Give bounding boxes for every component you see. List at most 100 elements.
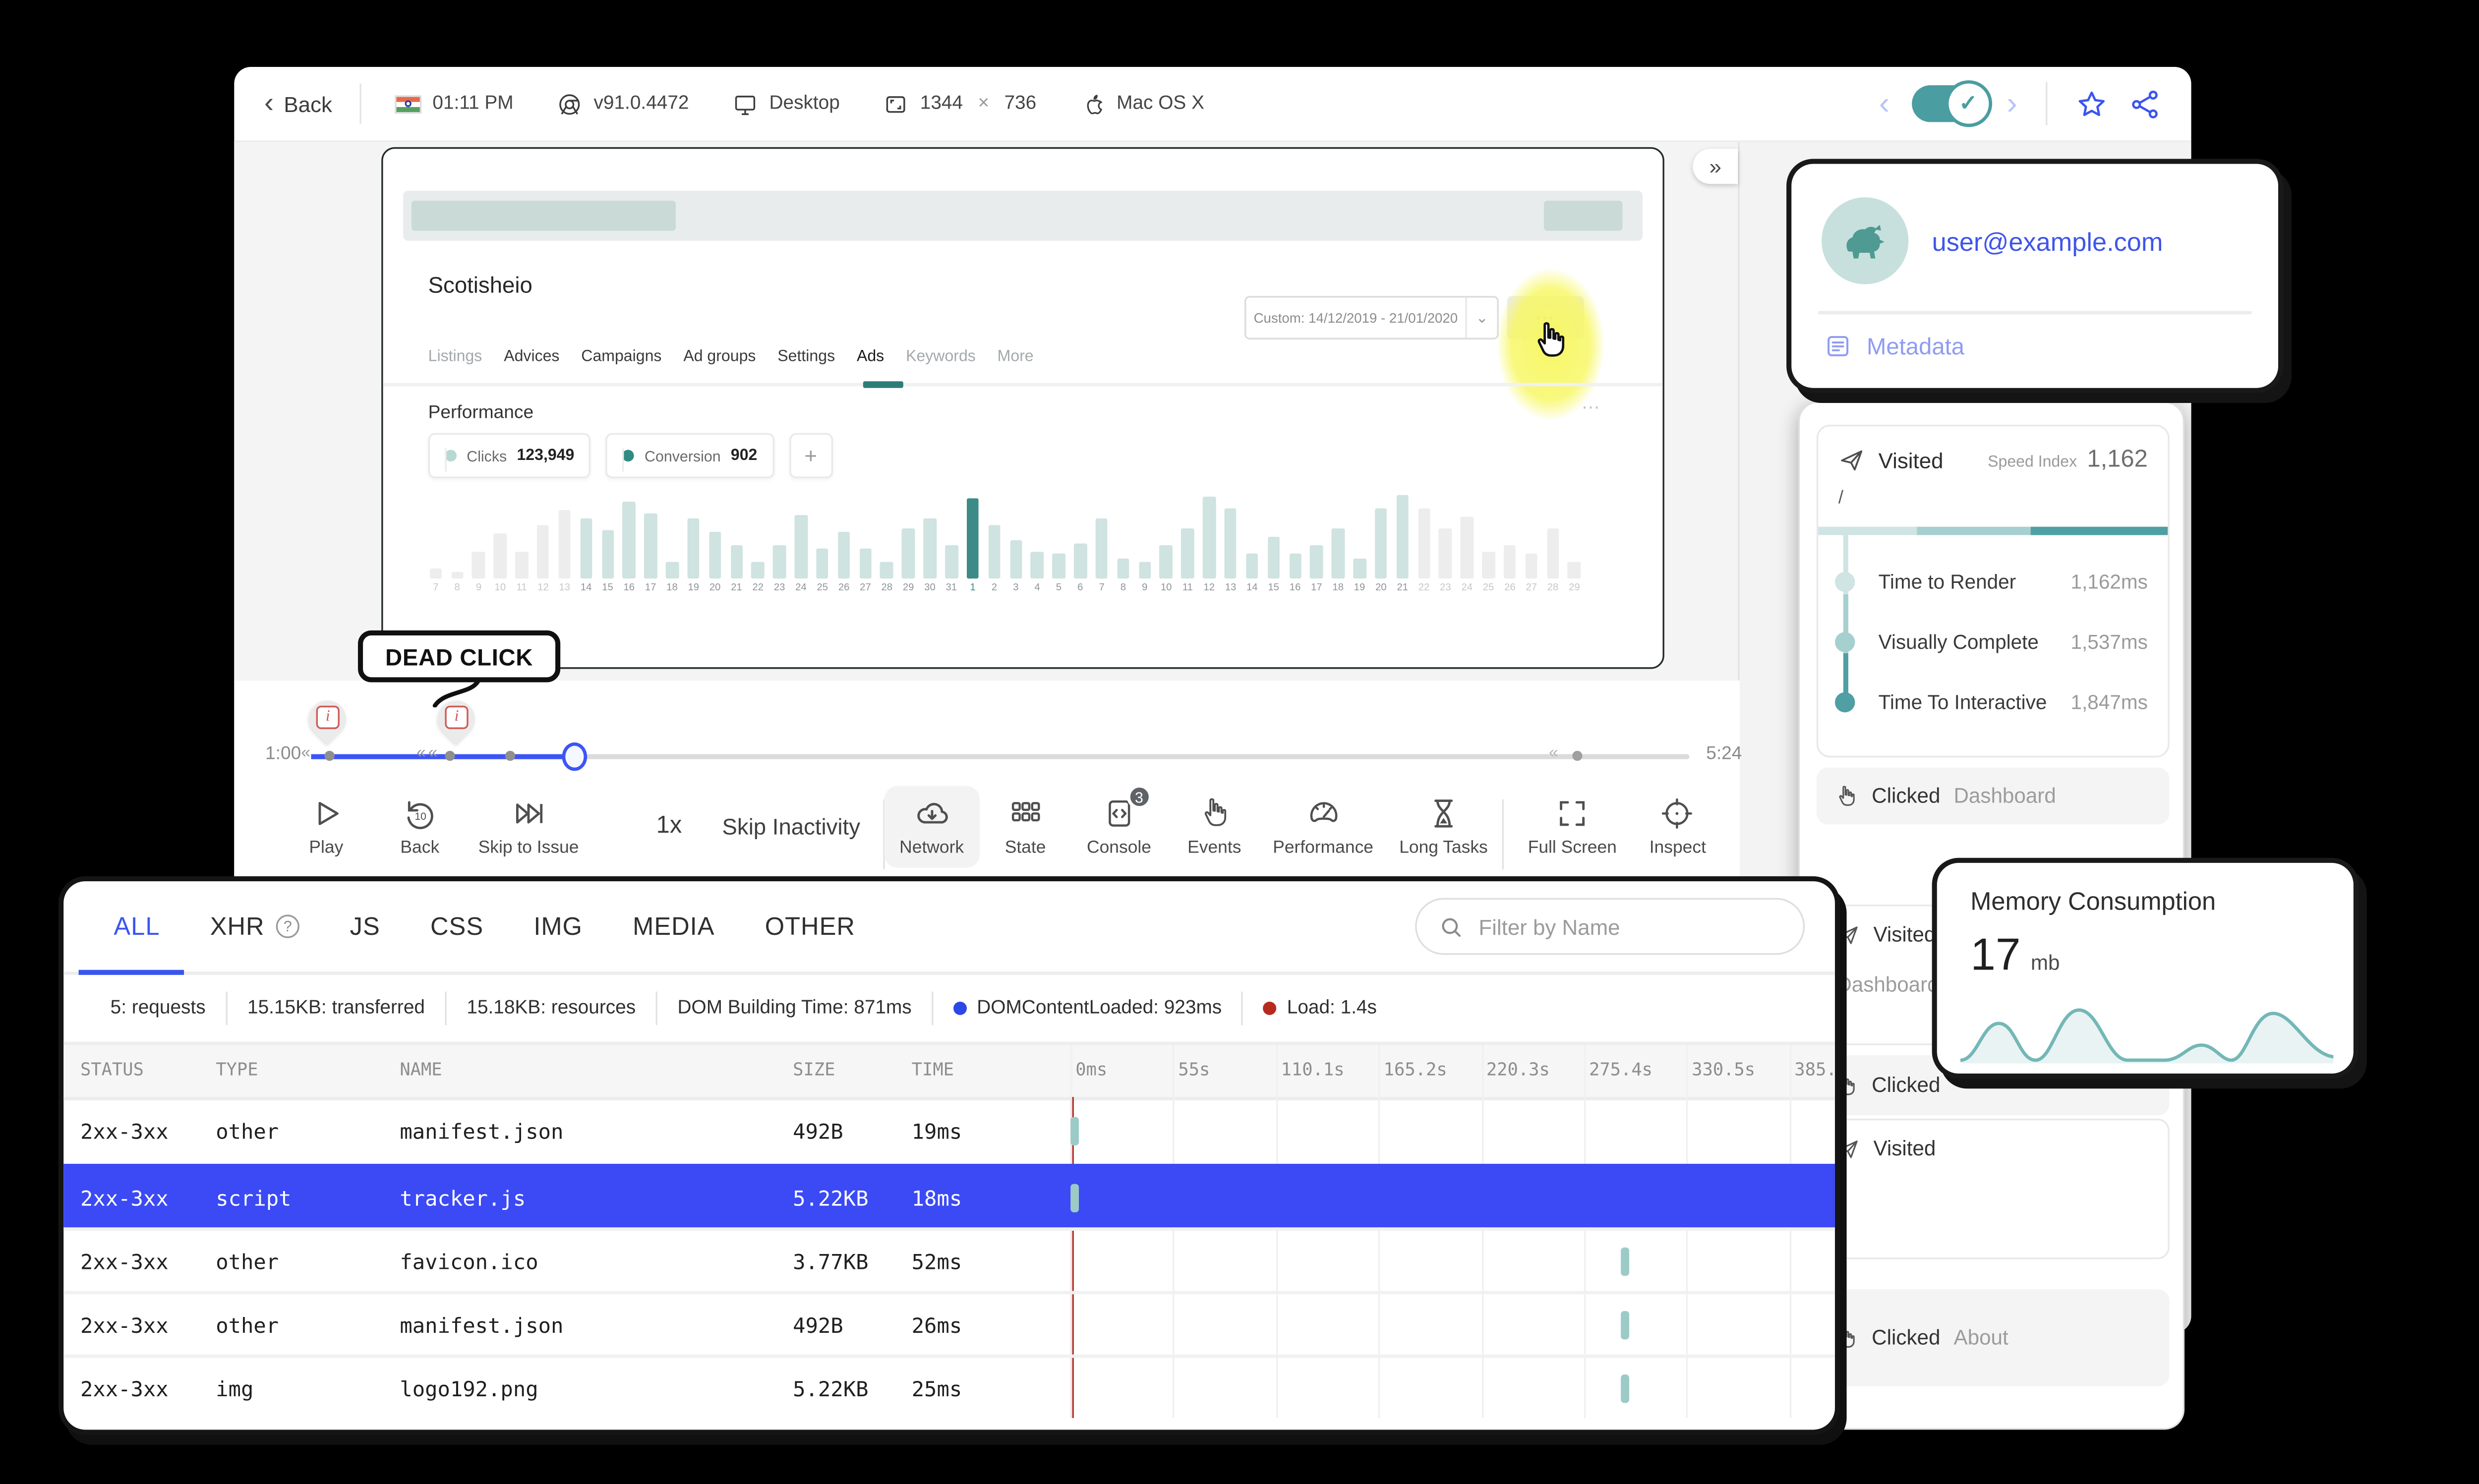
metric-chip-clicks[interactable]: Clicks 123,949 bbox=[428, 433, 591, 478]
playhead-handle[interactable] bbox=[562, 742, 588, 771]
session-time-label: 01:11 PM bbox=[432, 93, 514, 114]
inspect-button[interactable]: Inspect bbox=[1650, 796, 1706, 858]
event-dot[interactable] bbox=[1572, 750, 1583, 761]
event-dot[interactable] bbox=[505, 750, 516, 761]
prev-session-button[interactable]: ‹ bbox=[1879, 86, 1890, 121]
issue-marker-dead-click[interactable]: i bbox=[430, 693, 483, 752]
cell-time: 26ms bbox=[911, 1313, 962, 1338]
favorite-star-button[interactable] bbox=[2076, 88, 2108, 119]
issue-info-icon: i bbox=[316, 705, 340, 729]
replay-tab-ad-groups[interactable]: Ad groups bbox=[683, 347, 756, 366]
play-label: Play bbox=[309, 838, 344, 858]
chip-divider bbox=[623, 448, 625, 472]
network-tab-other[interactable]: OTHER bbox=[765, 912, 855, 940]
column-header-time[interactable]: TIME bbox=[911, 1060, 954, 1081]
network-tab-img[interactable]: IMG bbox=[533, 912, 583, 940]
chart-bar bbox=[1160, 545, 1173, 579]
time-column-header: 220.3s bbox=[1486, 1060, 1550, 1081]
chart-bar-group: 29 bbox=[1567, 487, 1582, 594]
playback-speed-button[interactable]: 1x bbox=[656, 812, 682, 840]
network-panel-button[interactable]: Network bbox=[884, 786, 979, 868]
column-header-type[interactable]: TYPE bbox=[216, 1060, 258, 1081]
network-request-row[interactable]: 2xx-3xx other manifest.json 492B 19ms bbox=[63, 1100, 1835, 1164]
event-target: Dashboard bbox=[1953, 784, 2056, 808]
chart-bar-group: 15 bbox=[600, 487, 615, 594]
chip-divider bbox=[445, 448, 447, 472]
network-tab-media[interactable]: MEDIA bbox=[633, 912, 714, 940]
grid-line bbox=[1687, 1045, 1689, 1418]
chart-bar-label: 27 bbox=[1526, 583, 1537, 594]
full-screen-button[interactable]: Full Screen bbox=[1528, 796, 1617, 858]
undo-10-icon: 10 bbox=[408, 801, 434, 829]
grid-line bbox=[1378, 1045, 1380, 1418]
state-label: State bbox=[1004, 838, 1046, 858]
date-range-value: Custom: 14/12/2019 - 21/01/2020 bbox=[1253, 310, 1458, 326]
filter-input[interactable]: Filter by Name bbox=[1415, 898, 1805, 955]
console-panel-button[interactable]: 3 Console bbox=[1087, 784, 1152, 858]
replay-tab-ads[interactable]: Ads bbox=[856, 347, 885, 366]
event-dot[interactable] bbox=[445, 750, 455, 761]
stat-text: 5: requests bbox=[110, 998, 206, 1019]
state-panel-button[interactable]: State bbox=[1005, 796, 1046, 858]
timeline-track[interactable] bbox=[311, 754, 1690, 759]
long-tasks-panel-button[interactable]: Long Tasks bbox=[1399, 796, 1488, 858]
device-type-label: Desktop bbox=[769, 93, 840, 114]
collapse-panel-button[interactable]: » bbox=[1693, 149, 1738, 184]
date-range-picker[interactable]: Custom: 14/12/2019 - 21/01/2020 ⌄ bbox=[1244, 296, 1499, 340]
event-dot[interactable] bbox=[324, 750, 335, 761]
network-tab-xhr[interactable]: XHR? bbox=[210, 912, 300, 941]
event-row-clicked-dashboard[interactable]: Clicked Dashboard bbox=[1816, 767, 2170, 825]
chart-bar-group: 11 bbox=[514, 487, 529, 594]
replay-tab-listings[interactable]: Listings bbox=[428, 347, 482, 366]
network-request-row[interactable]: 2xx-3xx script tracker.js 5.22KB 18ms bbox=[63, 1164, 1835, 1228]
column-header-name[interactable]: NAME bbox=[400, 1060, 442, 1081]
card-divider bbox=[1818, 311, 2251, 314]
cell-name: manifest.json bbox=[400, 1119, 564, 1144]
next-session-button[interactable]: › bbox=[2007, 86, 2017, 121]
back-button[interactable]: ‹ Back bbox=[264, 88, 332, 116]
visited-event-card[interactable]: Visited Speed Index 1,162 / Time to Rend… bbox=[1816, 424, 2170, 758]
waterfall-bar bbox=[1070, 1117, 1079, 1145]
chart-bar bbox=[687, 519, 700, 579]
network-request-row[interactable]: 2xx-3xx img logo192.png 5.22KB 25ms bbox=[63, 1354, 1835, 1418]
share-button[interactable] bbox=[2129, 88, 2161, 119]
toggle-knob: ✓ bbox=[1945, 80, 1992, 127]
help-icon[interactable]: ? bbox=[276, 914, 300, 938]
issue-marker-dead-click[interactable]: i bbox=[301, 693, 354, 752]
replay-tab-advices[interactable]: Advices bbox=[504, 347, 560, 366]
network-tab-all[interactable]: ALL bbox=[114, 912, 160, 940]
event-row-visited[interactable]: Visited bbox=[1816, 1119, 2170, 1259]
section-more-icon[interactable]: ⋯ bbox=[1581, 398, 1603, 418]
user-email[interactable]: user@example.com bbox=[1932, 229, 2163, 258]
network-tab-js[interactable]: JS bbox=[350, 912, 380, 940]
play-button[interactable]: Play bbox=[308, 796, 344, 858]
chart-bar-group: 27 bbox=[858, 487, 873, 594]
skip-to-issue-button[interactable]: Skip to Issue bbox=[478, 796, 579, 858]
chart-bar bbox=[1332, 529, 1345, 579]
replay-tab-keywords[interactable]: Keywords bbox=[906, 347, 976, 366]
network-request-row[interactable]: 2xx-3xx other manifest.json 492B 26ms bbox=[63, 1291, 1835, 1354]
skip-inactivity-button[interactable]: Skip Inactivity bbox=[722, 814, 860, 840]
event-row-clicked-about[interactable]: Clicked About bbox=[1816, 1289, 2170, 1386]
cell-name: favicon.ico bbox=[400, 1249, 538, 1274]
event-target: Dashboard bbox=[1836, 973, 1939, 997]
network-request-row[interactable]: 2xx-3xx other favicon.ico 3.77KB 52ms bbox=[63, 1227, 1835, 1291]
double-chevron-icon: » bbox=[1709, 154, 1721, 179]
metadata-button[interactable]: Metadata bbox=[1825, 333, 1964, 359]
back-10s-button[interactable]: 10 Back bbox=[400, 796, 439, 858]
metric-chip-conversion[interactable]: Conversion 902 bbox=[606, 433, 774, 478]
autoplay-toggle[interactable]: ✓ bbox=[1911, 80, 1992, 127]
network-tab-css[interactable]: CSS bbox=[430, 912, 483, 940]
chart-bar-label: 23 bbox=[773, 583, 785, 594]
grid-line bbox=[1584, 1045, 1586, 1418]
events-panel-button[interactable]: Events bbox=[1187, 796, 1241, 858]
replay-tab-campaigns[interactable]: Campaigns bbox=[581, 347, 662, 366]
replay-tab-more[interactable]: More bbox=[997, 347, 1034, 366]
column-header-status[interactable]: STATUS bbox=[80, 1060, 144, 1081]
add-metric-button[interactable]: + bbox=[789, 433, 833, 478]
metric-dot bbox=[1834, 692, 1855, 713]
chart-bar-group: 5 bbox=[1051, 487, 1066, 594]
column-header-size[interactable]: SIZE bbox=[793, 1060, 835, 1081]
replay-tab-settings[interactable]: Settings bbox=[777, 347, 835, 366]
performance-panel-button[interactable]: Performance bbox=[1273, 796, 1373, 858]
